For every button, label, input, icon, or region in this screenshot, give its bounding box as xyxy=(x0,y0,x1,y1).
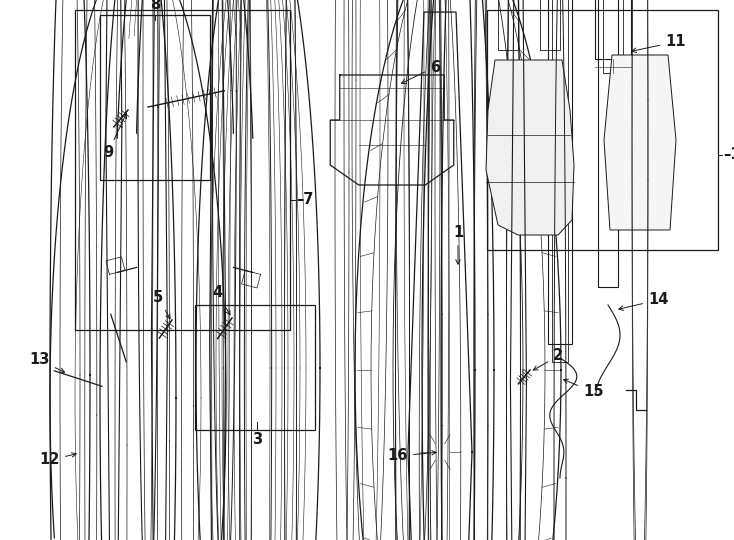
Text: –7: –7 xyxy=(296,192,313,207)
Bar xyxy=(548,0,572,344)
Bar xyxy=(595,0,631,59)
Bar xyxy=(487,10,718,250)
Text: 4: 4 xyxy=(212,285,230,315)
Text: 8: 8 xyxy=(150,0,160,12)
Polygon shape xyxy=(486,60,574,235)
Bar xyxy=(100,15,210,180)
Text: 9: 9 xyxy=(103,113,126,160)
Polygon shape xyxy=(604,55,676,230)
Text: 16: 16 xyxy=(388,449,436,463)
Text: 11: 11 xyxy=(632,35,686,52)
Text: 1: 1 xyxy=(453,225,463,264)
Text: 14: 14 xyxy=(619,293,669,310)
Text: 15: 15 xyxy=(564,379,603,400)
Text: 6: 6 xyxy=(401,59,440,83)
Bar xyxy=(603,0,623,73)
Bar xyxy=(195,305,315,430)
Text: 2: 2 xyxy=(534,348,563,370)
Bar xyxy=(552,0,568,362)
Bar xyxy=(598,0,618,287)
Text: 5: 5 xyxy=(153,290,170,319)
Bar xyxy=(540,0,560,50)
Text: –10: –10 xyxy=(723,147,734,163)
Bar xyxy=(498,0,518,50)
Text: 3: 3 xyxy=(252,432,262,447)
Bar xyxy=(75,10,290,330)
Text: 13: 13 xyxy=(29,353,65,372)
Text: 12: 12 xyxy=(40,453,76,468)
